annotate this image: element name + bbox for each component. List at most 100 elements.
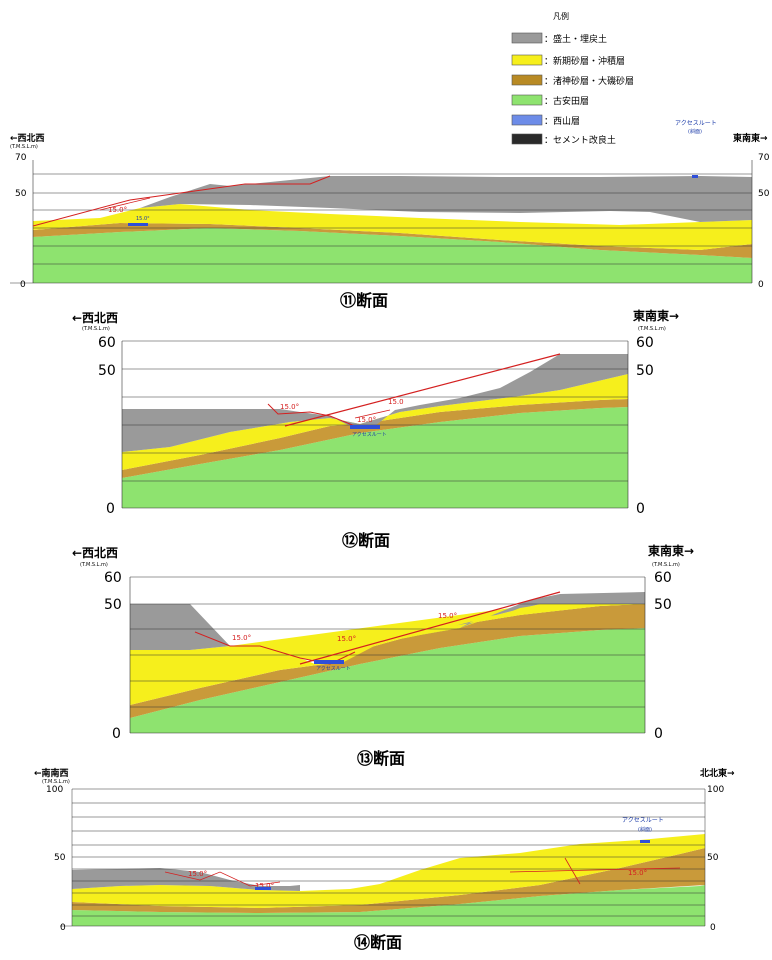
s12-layer-fill	[122, 354, 628, 452]
s11-access-route	[692, 175, 698, 178]
legend-item-old-sand: ：渚神砂層・大磯砂層	[511, 74, 634, 87]
section-13: 15.0° 15.0° 15.0° アクセスルート ←西北西 東南東→ (T.M…	[72, 543, 694, 768]
s14-right-direction: 北北東→	[700, 767, 735, 779]
s11-tick-zero-left: 0	[20, 280, 26, 290]
s14-tick-zero-right: 0	[710, 923, 716, 933]
s14-gridlines	[60, 788, 705, 927]
s13-tick-top-right: 60	[654, 570, 672, 586]
legend-label-nishiyama: ：西山層	[544, 116, 580, 127]
s11-slope-line	[32, 175, 331, 227]
legend-swatch-nishiyama	[511, 114, 543, 126]
s12-tick-top-right: 60	[636, 335, 654, 351]
s12-gridlines	[122, 340, 628, 509]
s11-angle-label: 15.0°	[108, 206, 127, 214]
s14-left-direction: ←南南西	[34, 767, 69, 779]
s14-tick-zero-left: 0	[60, 923, 66, 933]
s13-tick-mid-right: 50	[654, 597, 672, 613]
s14-access-route	[255, 887, 271, 890]
s11-tick-top-left: 70	[15, 153, 27, 163]
legend-label-fill: ：盛土・埋戻土	[544, 33, 607, 45]
s11-slope-line	[99, 197, 151, 211]
s11-layer-new-sand	[33, 204, 752, 250]
s14-slope-line	[564, 857, 581, 885]
s11-tick-mid-left: 50	[15, 189, 27, 199]
section-11: 15.0° 15.0° アクセスルート (斜面) ←西北西 東南東→ (T.M.…	[10, 120, 770, 310]
s12-layer-old-sand	[122, 399, 628, 478]
s14-angle-label: 15.0°	[255, 882, 274, 890]
section-12: 15.0° 15.0° 15.0 アクセスルート ←西北西 東南東→ (T.M.…	[72, 308, 679, 550]
s14-tick-mid-right: 50	[707, 853, 719, 863]
s13-layer-old-sand	[130, 604, 645, 718]
s12-slope-line	[284, 353, 561, 427]
legend-title: 凡例	[553, 11, 569, 21]
s13-layer-fill	[420, 592, 645, 635]
s13-slope-line	[299, 591, 561, 665]
s12-tick-mid-right: 50	[636, 363, 654, 379]
legend-item-new-sand: ：新期砂層・沖積層	[511, 54, 625, 67]
s13-access-route	[314, 660, 344, 664]
s13-right-unit: (T.M.S.L.m)	[652, 562, 680, 568]
s13-tick-mid-left: 50	[104, 597, 122, 613]
section-14: 15.0° 15.0° 15.0° アクセスルート (斜面) ←南南西 北北東→…	[34, 767, 735, 952]
s13-left-direction: ←西北西	[72, 545, 118, 560]
s13-caption: ⑬断面	[357, 749, 405, 768]
s12-left-direction: ←西北西	[72, 310, 118, 325]
s11-caption: ⑪断面	[340, 291, 388, 310]
legend-label-new-sand: ：新期砂層・沖積層	[544, 55, 625, 67]
legend-item-fill: ：盛土・埋戻土	[511, 32, 607, 45]
s14-caption: ⑭断面	[354, 933, 402, 952]
s13-left-unit: (T.M.S.L.m)	[80, 562, 108, 568]
s12-route-label: アクセスルート	[352, 432, 387, 438]
s12-tick-zero-right: 0	[636, 501, 645, 517]
s13-angle-label: 15.0°	[232, 634, 251, 642]
s13-right-direction: 東南東→	[648, 543, 694, 558]
s13-angle-label: 15.0°	[438, 612, 457, 620]
s12-layer-koyasuda	[122, 407, 628, 508]
s14-slope-line	[509, 867, 681, 873]
s11-tick-top-right: 70	[758, 153, 770, 163]
s14-layer-fill	[72, 868, 300, 891]
s11-angle-label: 15.0°	[136, 216, 150, 222]
legend-label-old-sand: ：渚神砂層・大磯砂層	[544, 75, 634, 87]
s12-access-route	[350, 425, 380, 429]
s12-slope-line	[354, 409, 391, 419]
s12-tick-zero-left: 0	[106, 501, 115, 517]
s13-angle-label: 15.0°	[337, 635, 356, 643]
s12-tick-mid-left: 50	[98, 363, 116, 379]
s13-tick-top-left: 60	[104, 570, 122, 586]
legend-swatch-old-sand	[511, 74, 543, 86]
s11-layer-old-sand	[33, 223, 752, 258]
s11-route-sub: (斜面)	[688, 128, 702, 135]
legend: 凡例 ：盛土・埋戻土 ：新期砂層・沖積層 ：渚神砂層・大磯砂層 ：古安田層 ：西…	[511, 11, 634, 146]
s14-access-route	[640, 840, 650, 843]
s14-left-unit: (T.M.S.L.m)	[42, 779, 70, 785]
s13-layer-new-sand-upper	[230, 604, 645, 664]
s13-tick-zero-left: 0	[112, 726, 121, 742]
legend-swatch-koyasuda	[511, 94, 543, 106]
s12-right-unit: (T.M.S.L.m)	[638, 326, 666, 332]
s12-angle-label: 15.0	[388, 398, 404, 406]
s11-right-direction: 東南東→	[733, 132, 768, 144]
s11-tick-zero-right: 0	[758, 280, 764, 290]
s13-tick-zero-right: 0	[654, 726, 663, 742]
s13-route-label: アクセスルート	[316, 666, 351, 672]
s11-layer-koyasuda	[33, 228, 752, 283]
s14-layer-new-sand	[72, 834, 705, 908]
s14-angle-label: 15.0°	[188, 870, 207, 878]
s14-tick-mid-left: 50	[54, 853, 66, 863]
s14-tick-top-left: 100	[46, 785, 63, 795]
s12-slope-line	[267, 403, 356, 427]
legend-swatch-fill	[511, 32, 543, 44]
s11-route-label: アクセスルート	[675, 120, 717, 127]
s13-layer-fill	[130, 604, 230, 650]
s11-layer-fill	[140, 176, 752, 222]
legend-swatch-cement	[511, 133, 543, 145]
legend-label-koyasuda: ：古安田層	[544, 95, 589, 107]
legend-swatch-new-sand	[511, 54, 543, 66]
s11-gridlines	[10, 173, 752, 284]
s12-angle-label: 15.0°	[280, 403, 299, 411]
s12-right-direction: 東南東→	[633, 308, 679, 323]
legend-item-nishiyama: ：西山層	[511, 114, 580, 127]
s13-layer-new-sand	[130, 604, 645, 705]
